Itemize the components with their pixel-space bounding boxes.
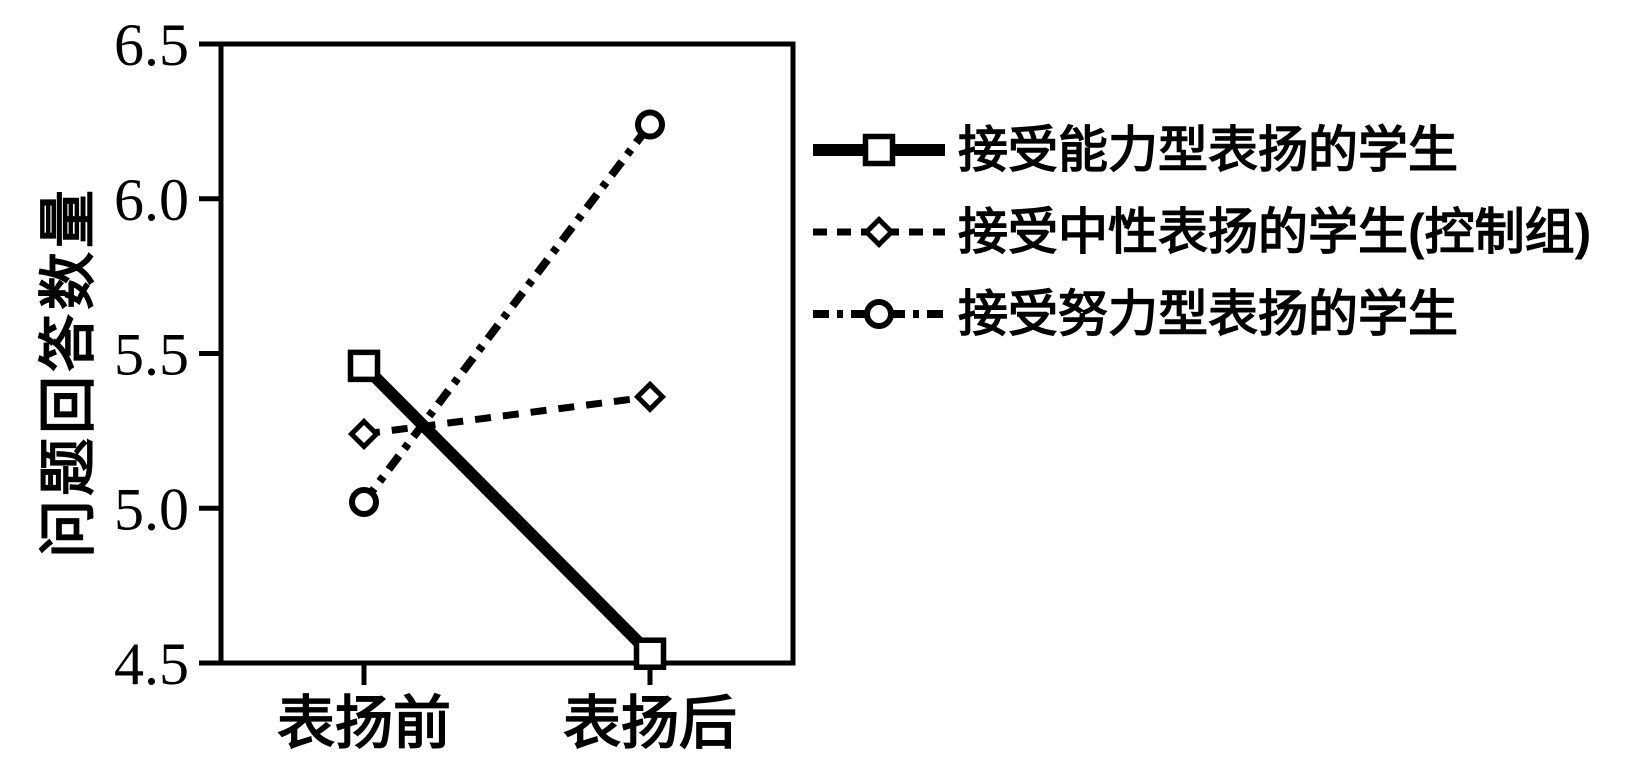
x-tick-label: 表扬后 — [563, 691, 737, 756]
series-line-1 — [363, 393, 651, 438]
y-tick-label: 5.0 — [114, 476, 189, 542]
legend-label: 接受努力型表扬的学生 — [958, 286, 1458, 342]
series-1-marker-diamond — [633, 380, 667, 413]
series-line-2 — [360, 122, 654, 505]
series-1-marker-diamond — [347, 417, 381, 451]
x-tick-label: 表扬前 — [277, 691, 451, 756]
y-axis-title: 问题回答数量 — [36, 185, 101, 559]
series-0-marker-square — [347, 349, 381, 383]
y-tick-label: 4.5 — [114, 631, 189, 697]
y-tick-label: 6.0 — [114, 167, 189, 233]
legend-marker-square — [862, 133, 896, 167]
legend-label: 接受能力型表扬的学生 — [958, 122, 1458, 178]
legend-label: 接受中性表扬的学生(控制组) — [958, 204, 1591, 260]
series-0-marker-square — [633, 637, 667, 670]
series-line-0 — [359, 361, 655, 658]
plot-border — [218, 41, 796, 666]
y-tick-label: 5.5 — [114, 322, 189, 388]
legend-marker-diamond — [862, 215, 896, 249]
series-2-marker-circle — [349, 487, 379, 518]
series-2-marker-circle — [635, 109, 665, 140]
legend-marker-circle — [864, 299, 894, 329]
y-tick-label: 6.5 — [114, 12, 189, 78]
